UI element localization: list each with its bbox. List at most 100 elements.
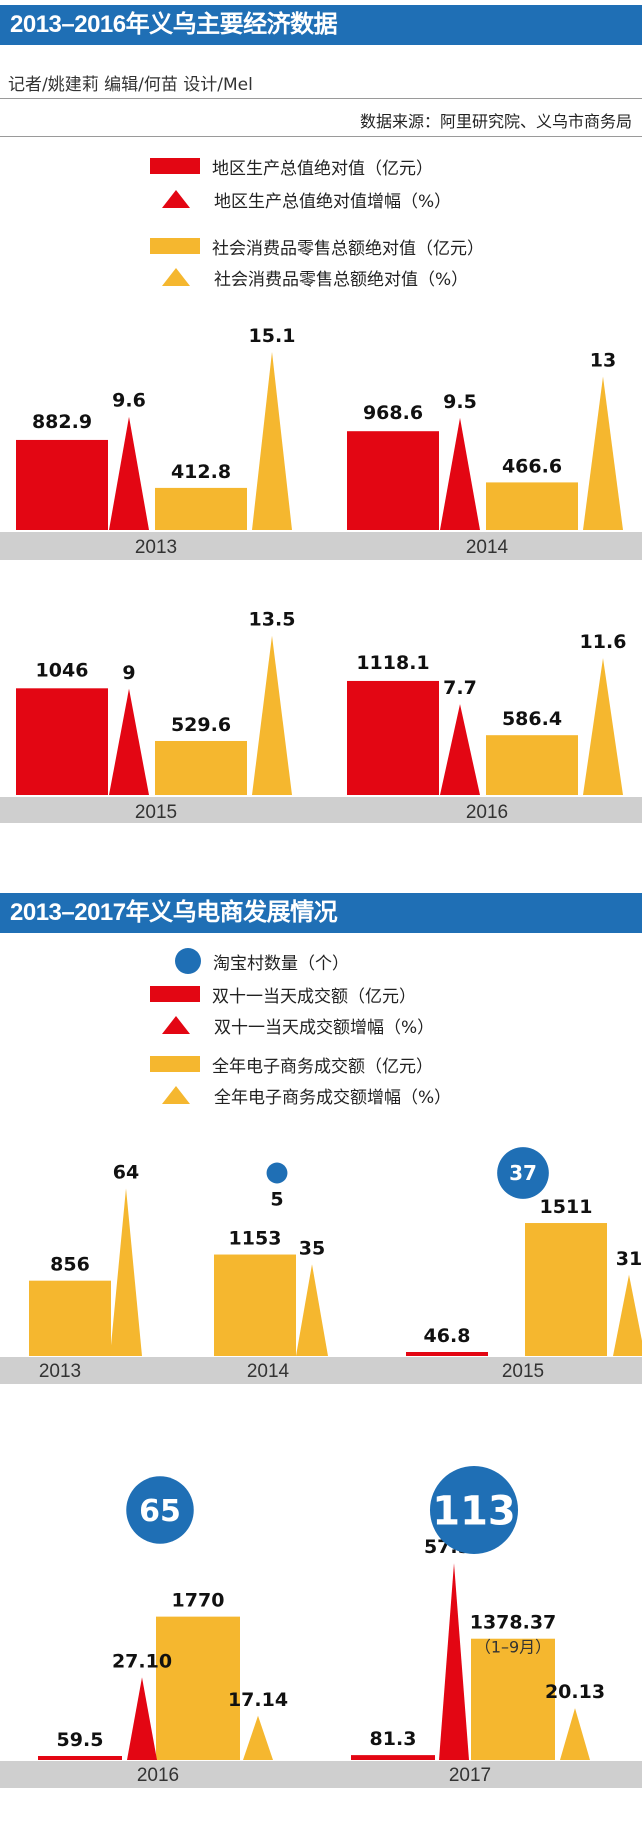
legend-label: 双十一当天成交额（亿元） [212,986,416,1007]
year-tick-label: 2017 [449,1765,491,1786]
data-source: 数据来源：阿里研究院、义乌市商务局 [359,112,632,131]
red-bar-swatch [150,158,200,174]
triangle-double11-growth [127,1677,157,1760]
legend-label: 全年电子商务成交额增幅（%） [214,1087,452,1108]
yellow-triangle-swatch [162,1086,190,1104]
divider-source [0,136,642,137]
label-taobao-villages: 5 [270,1188,283,1210]
triangle-ecommerce-growth [296,1264,328,1356]
yellow-bar-swatch [150,238,200,254]
bar-retail [155,487,247,530]
triangle-gdp-growth [440,704,480,795]
bar-gdp [16,688,108,795]
triangle-retail-growth [252,351,292,530]
label-ecommerce: 1153 [229,1228,282,1250]
bar-double11 [406,1352,488,1356]
legend-item-retail-growth: 社会消费品零售总额绝对值（%） [150,264,468,290]
year-tick-label: 2016 [466,802,508,823]
year-tick-label: 2013 [135,537,177,558]
year-tick-label: 2013 [39,1361,81,1382]
axis-band [0,1357,642,1384]
section2-title: 2013–2017年义乌电商发展情况 [10,899,338,926]
bar-retail [155,740,247,795]
label-double11: 46.8 [424,1325,471,1347]
triangle-gdp-growth [440,417,480,530]
axis-band [0,797,642,823]
year-tick-label: 2016 [137,1765,179,1786]
triangle-retail-growth [252,635,292,795]
label-retail: 412.8 [171,461,231,483]
bar-retail [486,735,578,795]
blue-circle-swatch [175,948,201,974]
legend-label: 地区生产总值绝对值增幅（%） [214,191,452,212]
triangle-ecommerce-growth [560,1708,590,1760]
year-tick-label: 2014 [247,1361,290,1382]
label-ecommerce: 1511 [540,1196,593,1218]
label-ecommerce-growth: 31 [616,1248,642,1270]
section1-banner: 2013–2016年义乌主要经济数据 [0,5,642,45]
legend-label: 全年电子商务成交额（亿元） [212,1056,433,1077]
label-gdp-growth: 9.5 [443,391,477,413]
section2-banner: 2013–2017年义乌电商发展情况 [0,893,642,933]
legend-label: 社会消费品零售总额绝对值（亿元） [212,238,484,259]
bar-ecommerce [471,1638,555,1760]
label-gdp: 1118.1 [356,652,429,674]
label-ecommerce-growth: 35 [299,1237,325,1259]
red-triangle-swatch [162,1016,190,1034]
triangle-ecommerce-growth [110,1188,142,1356]
label-double11: 59.5 [57,1729,104,1751]
bar-gdp [347,680,439,795]
label-ecommerce: 1770 [172,1590,225,1612]
label-double11: 81.3 [370,1728,417,1750]
triangle-double11-growth [439,1563,469,1760]
section1-title: 2013–2016年义乌主要经济数据 [10,11,338,38]
label-retail: 529.6 [171,714,231,736]
legend-item-double11-growth: 双十一当天成交额增幅（%） [150,1012,434,1038]
label-gdp-growth: 7.7 [443,677,477,699]
circle-taobao-villages [429,1465,519,1555]
bar-double11 [38,1756,122,1760]
legend-item-gdp-growth: 地区生产总值绝对值增幅（%） [150,186,451,212]
label-taobao-villages: 37 [509,1161,537,1185]
year-tick-label: 2015 [502,1361,544,1382]
bar-gdp [16,439,108,530]
triangle-retail-growth [583,658,623,795]
circle-taobao-villages [266,1162,288,1184]
triangle-ecommerce-growth [243,1715,273,1760]
legend-item-taobao-villages: 淘宝村数量（个） [175,948,349,974]
bar-gdp [347,431,439,530]
bar-ecommerce [525,1223,607,1356]
legend-label: 地区生产总值绝对值（亿元） [212,158,433,179]
bar-retail [486,482,578,530]
circle-taobao-villages [497,1147,549,1199]
label-gdp-growth: 9.6 [112,390,146,412]
label-double11-growth: 27.10 [112,1650,172,1672]
axis-band [0,532,642,560]
legend-item-ecommerce-growth: 全年电子商务成交额增幅（%） [150,1082,451,1108]
circle-taobao-villages [126,1476,194,1544]
axis-band [0,1761,642,1788]
label-retail: 586.4 [502,708,562,730]
legend-label: 淘宝村数量（个） [213,953,349,974]
label-ecommerce-growth: 17.14 [228,1689,288,1711]
triangle-gdp-growth [109,416,149,530]
yellow-triangle-swatch [162,268,190,286]
label-gdp: 968.6 [363,402,423,424]
label-retail-growth: 13 [590,350,616,372]
red-bar-swatch [150,986,200,1002]
legend-label: 双十一当天成交额增幅（%） [214,1017,435,1038]
bar-ecommerce [156,1616,240,1760]
label-ecommerce: 1378.37 [470,1612,557,1634]
bar-double11 [351,1755,435,1760]
legend-label: 社会消费品零售总额绝对值（%） [214,269,469,290]
triangle-gdp-growth [109,688,149,795]
credit-line: 记者/姚建莉 编辑/何苗 设计/Mel [8,75,253,95]
triangle-ecommerce-growth [613,1274,642,1356]
label-retail-growth: 11.6 [580,631,627,653]
label-taobao-villages: 113 [432,1488,516,1534]
legend-item-ecommerce: 全年电子商务成交额（亿元） [150,1051,433,1077]
divider-top [0,98,642,99]
bar-ecommerce [214,1254,296,1356]
